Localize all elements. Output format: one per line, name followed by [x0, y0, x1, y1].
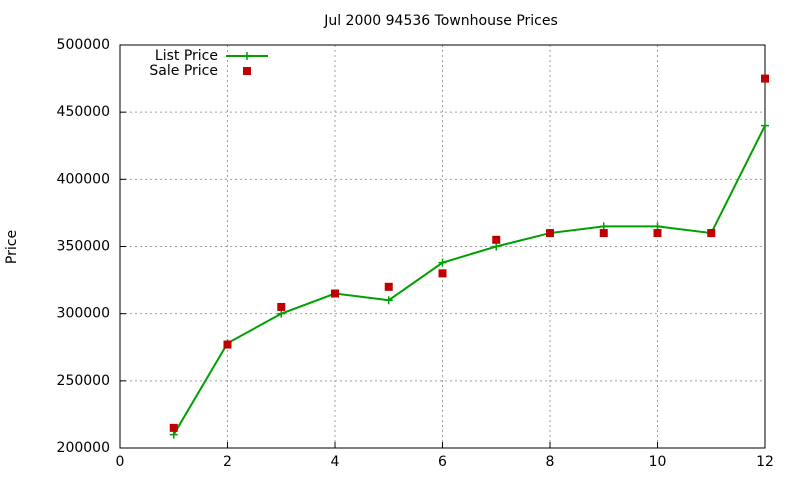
data-point: [384, 296, 393, 305]
data-point: [169, 423, 178, 432]
plot-frame: [119, 44, 766, 449]
x-tick-label: 10: [649, 454, 667, 470]
legend-marker: [243, 67, 251, 75]
data-point: [653, 222, 662, 231]
data-point: [707, 229, 716, 238]
data-point: [599, 229, 608, 238]
x-tick-label: 12: [756, 454, 774, 470]
y-tick-label: 250000: [57, 373, 110, 389]
chart-title: Jul 2000 94536 Townhouse Prices: [323, 13, 558, 29]
data-point: [438, 258, 447, 267]
data-point: [438, 269, 447, 278]
data-point: [653, 229, 662, 238]
x-tick-label: 8: [546, 454, 555, 470]
x-tick-label: 2: [223, 454, 232, 470]
x-tick-label: 0: [116, 454, 125, 470]
data-point: [492, 242, 501, 251]
y-axis-label: Price: [4, 230, 20, 264]
y-tick-label: 300000: [57, 306, 110, 322]
data-point: [277, 302, 286, 311]
series-line: [172, 125, 766, 436]
data-point: [223, 340, 232, 349]
data-point: [331, 289, 339, 298]
y-tick-label: 200000: [57, 440, 110, 456]
data-point: [277, 309, 286, 318]
legend-label: List Price: [155, 48, 218, 64]
legend-label: Sale Price: [149, 63, 218, 79]
data-point: [599, 222, 608, 231]
y-tick-label: 500000: [57, 37, 110, 53]
data-point: [761, 121, 769, 130]
y-tick-label: 450000: [57, 104, 110, 120]
data-point: [546, 229, 554, 238]
x-tick-label: 6: [438, 454, 447, 470]
data-point: [492, 235, 501, 244]
legend-marker: [243, 52, 251, 60]
y-tick-label: 400000: [57, 171, 110, 187]
data-point: [169, 430, 178, 439]
y-tick-label: 350000: [57, 239, 110, 255]
data-point: [761, 74, 769, 83]
data-point: [384, 282, 393, 291]
x-tick-label: 4: [331, 454, 340, 470]
